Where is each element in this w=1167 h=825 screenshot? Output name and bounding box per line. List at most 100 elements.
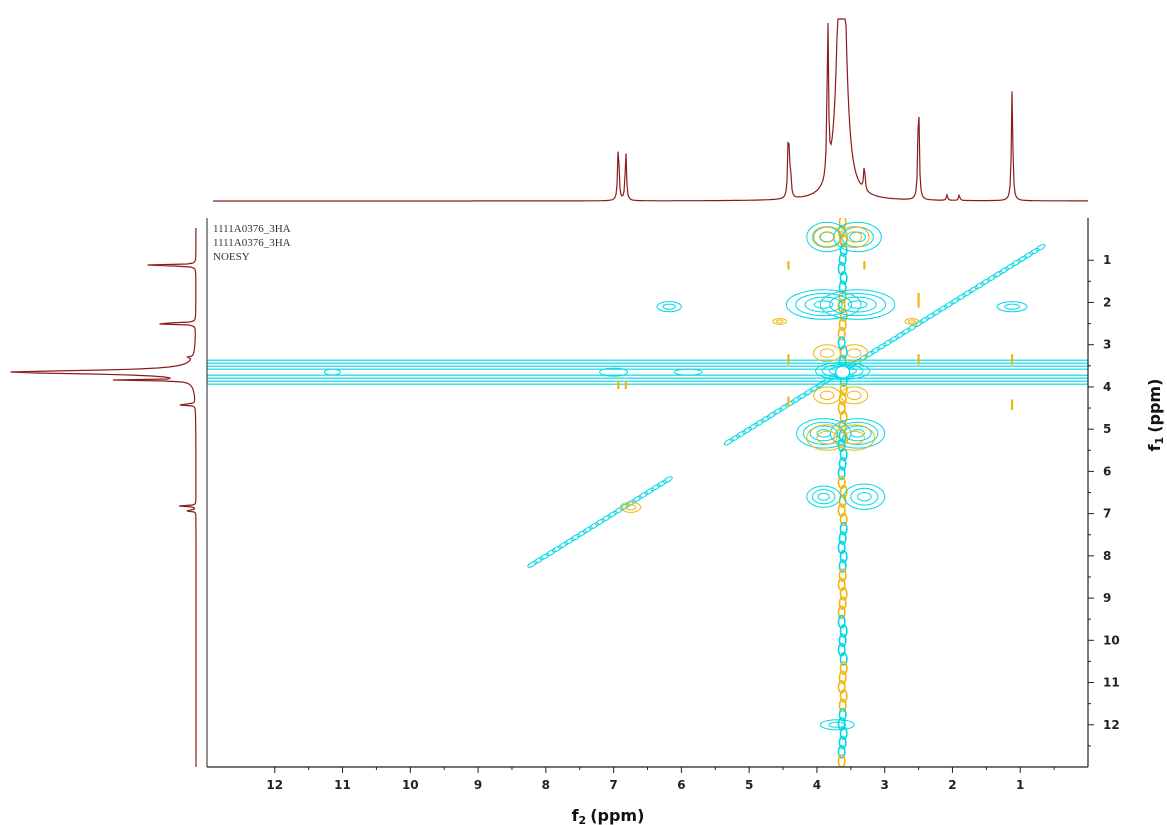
- diagonal-peak: [551, 545, 562, 553]
- diagonal-peak: [748, 423, 759, 431]
- positive-cross-peak: [819, 719, 855, 731]
- negative-cross-peak: [838, 225, 870, 249]
- diagonal-peak: [533, 556, 544, 564]
- ridge-f2-contour: [837, 754, 846, 767]
- x-axis-label-unit: (ppm): [590, 806, 644, 825]
- y-axis-label-sub: 1: [1153, 437, 1166, 445]
- ridge-f2-contour: [838, 707, 847, 722]
- ridge-f1-bump: [673, 368, 703, 376]
- diagonal-peak: [803, 388, 814, 396]
- ridge-f2-contour: [839, 549, 848, 564]
- positive-cross-peak: [813, 300, 834, 309]
- diagonal-peak: [962, 289, 973, 297]
- positive-cross-peak: [843, 425, 872, 442]
- positive-cross-peak: [819, 231, 835, 243]
- negative-cross-peak: [840, 344, 869, 363]
- diagonal-peak: [766, 411, 777, 419]
- ridge-f2-contour: [837, 605, 846, 620]
- diagonal-peak: [943, 301, 954, 309]
- diagonal-peak: [986, 274, 997, 282]
- positive-cross-peak: [806, 221, 848, 253]
- x-axis-label-sub: 2: [579, 814, 587, 825]
- ridge-f2-contour: [838, 559, 847, 573]
- diagonal-peak: [876, 343, 887, 351]
- diagonal-peak: [974, 282, 985, 290]
- ridge-f2-contour: [837, 744, 846, 759]
- ridge-f2-contour: [839, 689, 848, 703]
- x-tick-label: 1: [1016, 778, 1024, 792]
- positive-cross-peak: [795, 292, 853, 317]
- diagonal-peak: [558, 541, 569, 549]
- diagonal-peak: [925, 312, 936, 320]
- diagonal-peak: [901, 327, 912, 335]
- positive-cross-peak: [829, 418, 886, 449]
- f2-projection-line: [213, 18, 1088, 202]
- x-tick-label: 12: [266, 778, 283, 792]
- negative-cross-peak: [813, 344, 842, 363]
- ridge-f2-contour: [837, 679, 846, 694]
- ridge-f1-bump: [323, 368, 341, 376]
- x-tick-label: 6: [677, 778, 685, 792]
- ridge-f2-contour: [838, 633, 847, 648]
- x-axis-ticks: 12 11 10 9 8 7 6 5 4 3 2 1: [266, 767, 1055, 792]
- ridge-f2-contour: [837, 475, 846, 490]
- contour-plot-area: [207, 218, 1088, 767]
- ridge-f2-contour: [837, 326, 846, 341]
- diagonal-peak: [998, 266, 1009, 274]
- ridge-f2-contour: [839, 522, 848, 536]
- negative-cross-peak: [811, 225, 843, 249]
- diagonal-peak: [650, 483, 661, 492]
- ridge-f2-contour: [837, 540, 846, 555]
- positive-cross-peak: [850, 487, 879, 506]
- diagonal-peak: [791, 396, 802, 404]
- diagonal-peak: [980, 278, 991, 286]
- diagonal-peak: [937, 304, 948, 313]
- negative-cross-peak: [813, 386, 842, 405]
- y-tick-label: 11: [1103, 676, 1120, 690]
- positive-cross-peak: [804, 296, 843, 313]
- negative-cross-peak: [846, 390, 862, 401]
- y-tick-label: 5: [1103, 422, 1111, 436]
- ridge-f2-contour: [839, 382, 848, 397]
- ridge-f2-contour: [839, 512, 848, 527]
- positive-cross-peak: [996, 301, 1028, 313]
- negative-cross-peak: [819, 231, 836, 243]
- diagonal-peak: [772, 407, 783, 415]
- ridge-f2-contour: [838, 670, 847, 685]
- y-tick-label: 10: [1103, 633, 1120, 647]
- ridge-f2-contour: [839, 271, 848, 285]
- negative-cross-peak: [819, 390, 835, 401]
- diagonal-peak: [644, 487, 655, 495]
- x-tick-label: 11: [334, 778, 351, 792]
- positive-cross-peak: [815, 361, 871, 380]
- positive-cross-peak: [857, 492, 872, 502]
- diagonal-peak: [1011, 259, 1022, 267]
- ridge-f2-contour: [838, 698, 847, 713]
- x-tick-label: 8: [542, 778, 550, 792]
- positive-cross-peak: [833, 221, 882, 253]
- ridge-f2-contour: [838, 531, 847, 545]
- f1-projection-trace: [10, 228, 197, 767]
- diagonal-peak: [870, 346, 881, 354]
- ridge-f2-contour: [837, 614, 846, 629]
- ridge-f2-contour: [839, 726, 848, 741]
- y-tick-label: 2: [1103, 295, 1111, 309]
- negative-cross-peak: [816, 430, 838, 445]
- diagonal-peak: [736, 430, 746, 438]
- negative-cross-peak: [846, 348, 862, 358]
- x-tick-label: 7: [609, 778, 617, 792]
- ridge-f1-contour-1: [207, 365, 1088, 379]
- diagonal-peak: [992, 270, 1003, 278]
- diagonal-peak: [545, 549, 556, 557]
- positive-cross-peak: [662, 303, 676, 310]
- positive-cross-peak: [850, 429, 865, 438]
- diagonal-peak: [968, 285, 979, 294]
- f2-projection-trace: [213, 18, 1088, 202]
- diagonal-peak: [632, 495, 642, 503]
- positive-cross-peak: [819, 289, 896, 320]
- positive-cross-peak: [828, 721, 847, 728]
- x-tick-label: 10: [402, 778, 419, 792]
- diagonal-peak: [754, 419, 765, 427]
- ridge-f2-contour: [838, 280, 847, 295]
